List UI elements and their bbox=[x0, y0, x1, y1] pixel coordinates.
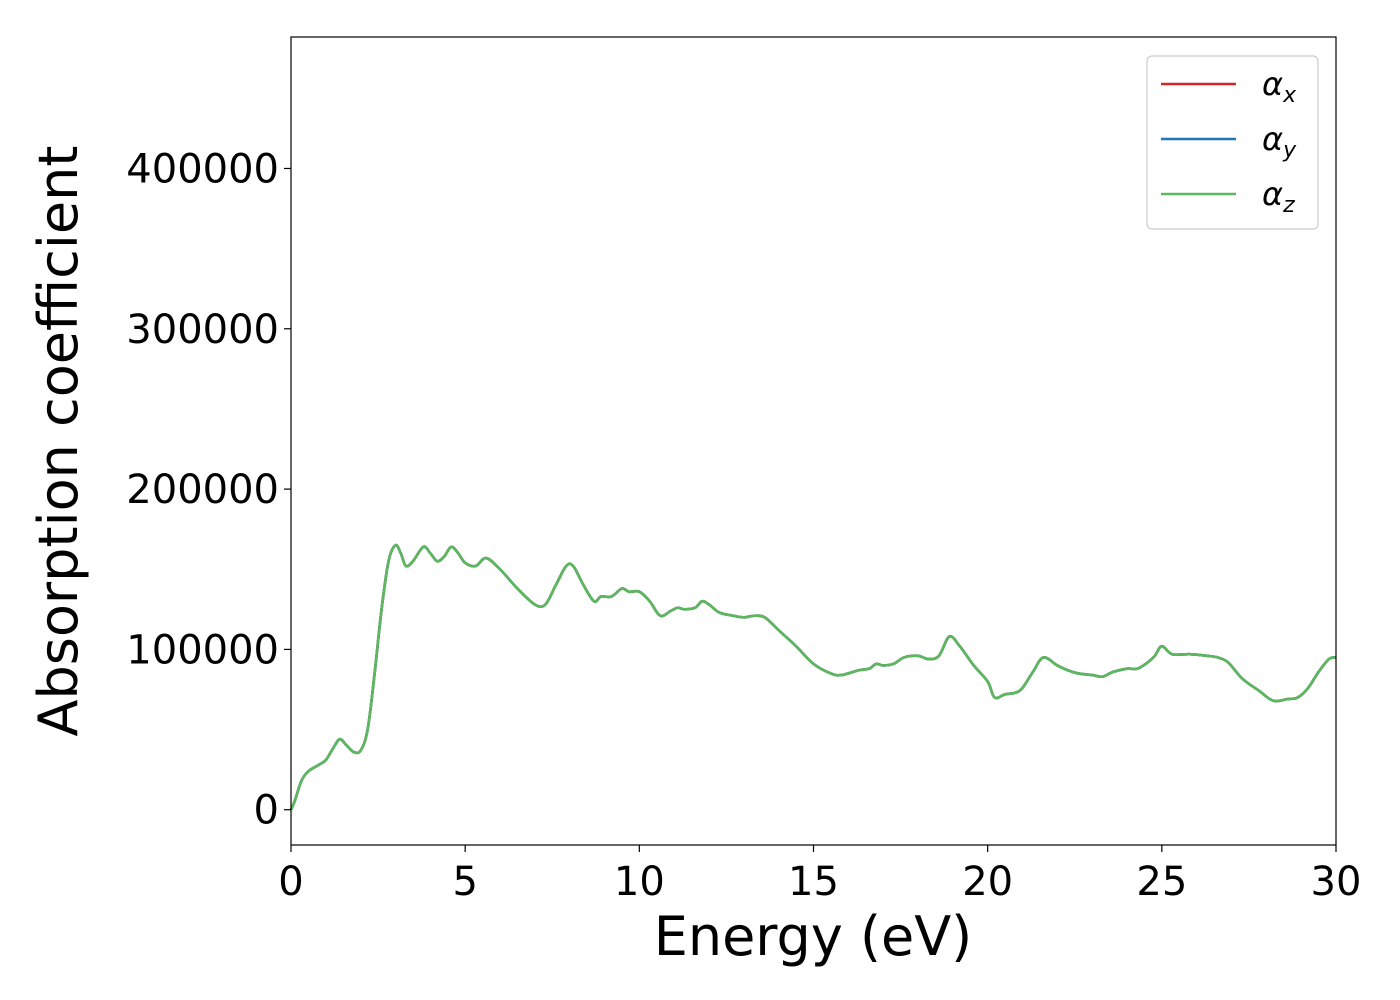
y-tick-label-4: 400000 bbox=[126, 146, 279, 192]
series-layer bbox=[289, 543, 1337, 811]
x-tick-label-2: 10 bbox=[614, 859, 665, 905]
series-line-alpha-z bbox=[289, 543, 1337, 811]
plot-area bbox=[289, 36, 1337, 846]
x-tick-label-1: 5 bbox=[452, 859, 477, 905]
y-axis: 0 100000 200000 300000 400000 bbox=[126, 146, 291, 834]
x-axis-title: Energy (eV) bbox=[654, 905, 973, 968]
y-tick-label-1: 100000 bbox=[126, 627, 279, 673]
y-tick-label-0: 0 bbox=[254, 788, 279, 834]
x-axis: 0 5 10 15 20 25 30 bbox=[278, 845, 1361, 905]
y-axis-title: Absorption coefficient bbox=[27, 146, 90, 737]
legend-label-alpha-y: αy bbox=[1262, 120, 1297, 163]
x-tick-label-0: 0 bbox=[278, 859, 303, 905]
legend-label-alpha-z: αz bbox=[1262, 175, 1295, 218]
y-tick-label-2: 200000 bbox=[126, 467, 279, 513]
legend-label-alpha-x: αx bbox=[1262, 65, 1297, 108]
x-tick-label-6: 30 bbox=[1311, 859, 1362, 905]
x-tick-label-5: 25 bbox=[1136, 859, 1187, 905]
y-tick-label-3: 300000 bbox=[126, 307, 279, 353]
x-tick-label-3: 15 bbox=[788, 859, 839, 905]
legend-box bbox=[1146, 55, 1319, 230]
x-tick-label-4: 20 bbox=[962, 859, 1013, 905]
legend: αx αy αz bbox=[1146, 55, 1319, 230]
legend-items: αx αy αz bbox=[1161, 65, 1297, 218]
